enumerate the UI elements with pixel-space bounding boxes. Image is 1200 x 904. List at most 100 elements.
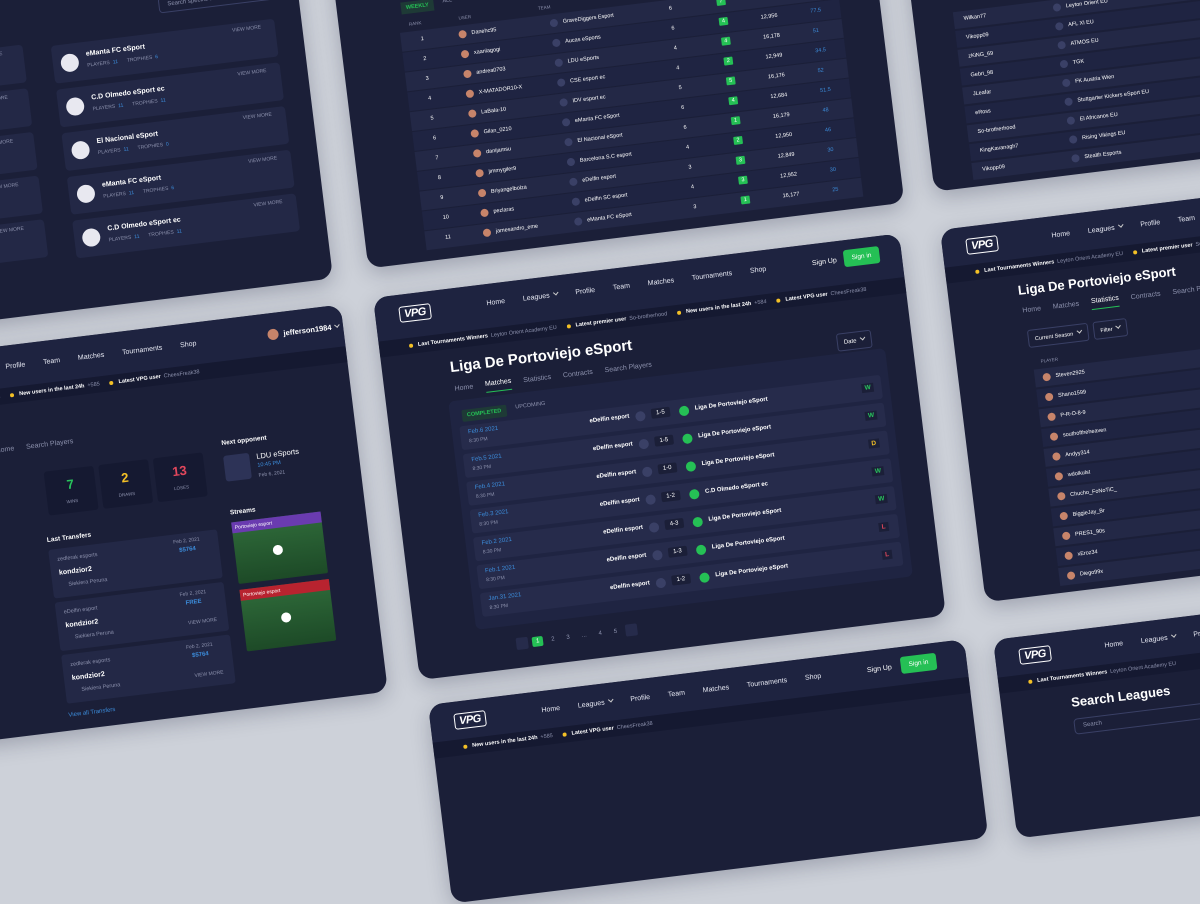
ticker-icon — [566, 324, 571, 329]
games: 6 — [680, 104, 685, 112]
ticker-icon — [562, 732, 567, 737]
extra: 25 — [832, 186, 839, 194]
extra: 48 — [822, 107, 830, 114]
filter-select[interactable]: Filter — [1092, 317, 1129, 340]
bottom-panel: VPG Home Leagues Profile Team Matches Tourname… — [428, 639, 989, 904]
title: Search Leagues — [1070, 682, 1172, 710]
ticker-label: New users in the last 24h — [471, 734, 538, 749]
ticker-icon — [109, 380, 114, 386]
games: 4 — [685, 144, 690, 151]
tab[interactable]: Search Players — [25, 438, 74, 451]
trophies: 0 — [165, 141, 170, 148]
season-select[interactable]: Current Season — [1026, 322, 1090, 349]
ticker-value: CheesFreak38 — [830, 286, 867, 298]
ticker-label: Latest VPG user — [118, 373, 162, 386]
ticker-value: So-brotherhood — [1195, 237, 1200, 248]
rank: 10 — [442, 214, 450, 221]
rank: 11 — [444, 234, 452, 241]
streams-label: Streams — [229, 506, 256, 517]
result: D — [867, 438, 880, 449]
nav-item[interactable]: Team — [612, 282, 631, 292]
tab[interactable]: Matches — [1052, 300, 1080, 311]
page[interactable]: 2 — [550, 636, 556, 643]
next-logo — [223, 452, 252, 482]
games: 6 — [683, 124, 688, 131]
rank: 1 — [420, 36, 425, 43]
players: 11 — [123, 146, 130, 153]
nav-item[interactable]: Team — [1177, 214, 1196, 224]
result: L — [878, 521, 890, 533]
page[interactable]: 5 — [613, 628, 618, 636]
ticker-value: Leyton Orient Academy EU — [490, 324, 558, 339]
tab[interactable]: Contracts — [1130, 290, 1161, 301]
page[interactable]: ... — [581, 632, 588, 640]
trophies: 6 — [171, 185, 175, 192]
tab[interactable]: Home — [1022, 304, 1042, 315]
tab[interactable]: Home — [0, 445, 15, 455]
extra: 51 — [812, 27, 820, 35]
ticker-value: Leyton Orient Academy EU — [1109, 660, 1177, 675]
trophies: 6 — [154, 54, 159, 61]
rank: 3 — [425, 75, 430, 83]
extra: 46 — [824, 127, 832, 134]
ticker-label: Latest premier user — [575, 316, 627, 329]
tab[interactable]: Matches — [484, 377, 513, 393]
tab[interactable]: Statistics — [1090, 294, 1120, 311]
column-header: TEAM — [537, 4, 551, 11]
ticker-label: New users in the last 24h — [18, 383, 85, 398]
result: W — [861, 382, 875, 394]
games: 5 — [678, 84, 683, 92]
page[interactable]: 4 — [598, 630, 603, 637]
trophies: 11 — [176, 228, 183, 236]
column-header: USER — [458, 14, 472, 21]
tab[interactable]: Contracts — [562, 368, 594, 379]
tab[interactable]: Search Players — [604, 361, 653, 374]
extra: 77.5 — [810, 7, 822, 15]
games: 3 — [693, 204, 697, 211]
extra: 52 — [817, 67, 825, 75]
wins: 2 — [733, 135, 744, 145]
page[interactable]: 1 — [531, 635, 544, 648]
next-team: LDU eSports — [255, 446, 300, 461]
ticker-icon — [776, 298, 781, 303]
ticker-label: Latest VPG user — [785, 291, 829, 303]
tab[interactable]: Search Players — [1172, 282, 1200, 296]
date-select[interactable]: Date — [835, 329, 873, 352]
ticker-icon — [1132, 250, 1138, 255]
rank: 2 — [422, 55, 427, 63]
wins: 1 — [740, 195, 751, 205]
trophies: 11 — [160, 97, 167, 105]
rank: 6 — [432, 135, 437, 142]
ticker-icon — [10, 392, 15, 398]
search-panel: VPG Home Leagues Profile Last Tournaments Wi… — [993, 603, 1200, 839]
ranking-panel: Wilkan77 Leyton Orient EU Vikopp09 AFL XI E… — [898, 0, 1200, 192]
tab[interactable]: WEEKLY — [400, 0, 435, 15]
result: W — [864, 410, 878, 421]
extra: 34.5 — [814, 47, 827, 55]
view-all[interactable]: View all Transfers — [68, 706, 116, 719]
games: 4 — [675, 65, 680, 72]
page-prev — [515, 636, 529, 651]
tab[interactable]: Home — [454, 382, 474, 393]
next-date: Feb 6, 2021 — [258, 469, 286, 479]
page[interactable]: 3 — [566, 634, 571, 641]
ticker-value: +585 — [87, 381, 101, 389]
games: 6 — [668, 5, 673, 12]
ticker-icon — [463, 744, 468, 749]
leaderboard-panel: WEEKLYALLRANKUSERTEAMGAMES PLAYED1Danehc… — [327, 0, 905, 269]
nav-item[interactable]: Team — [667, 689, 686, 699]
ticker-value: +584 — [753, 299, 767, 307]
tab[interactable]: ALL — [442, 0, 453, 5]
nav-item[interactable]: Shop — [749, 265, 767, 275]
result: W — [874, 493, 888, 505]
tabs: Home Search Players — [0, 438, 74, 458]
ticker-label: Latest premier user — [1141, 242, 1193, 255]
nav-item[interactable]: Shop — [804, 672, 822, 682]
result: L — [881, 549, 893, 560]
tab[interactable]: Statistics — [522, 373, 552, 384]
search-box[interactable]: Search specific team — [157, 0, 279, 14]
nav-item[interactable]: Profile — [1192, 628, 1200, 639]
ticker-icon — [676, 310, 682, 316]
